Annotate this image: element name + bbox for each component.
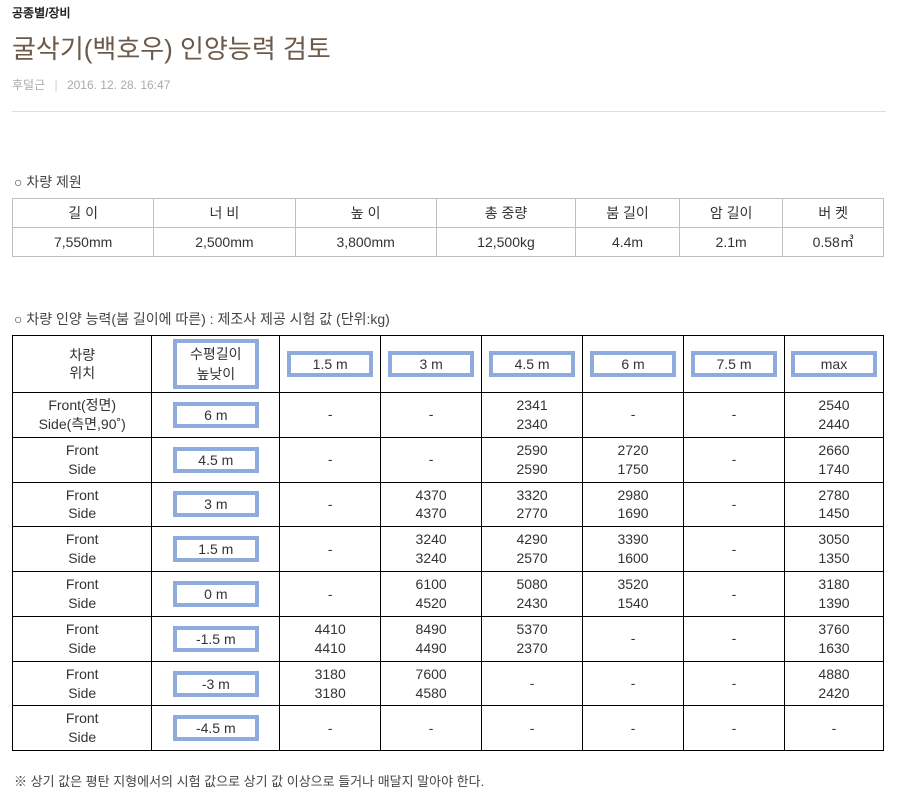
lift-value: 35201540 [583, 572, 684, 617]
spec-value: 0.58㎥ [783, 228, 884, 257]
lift-value: 25902590 [482, 437, 583, 482]
lift-value: - [684, 437, 785, 482]
lift-value: 29801690 [583, 482, 684, 527]
lift-row-position: FrontSide [13, 706, 152, 751]
lift-value: - [482, 706, 583, 751]
lift-value: - [280, 706, 381, 751]
lift-value: - [482, 661, 583, 706]
spec-table: 길 이너 비높 이총 중량붐 길이암 길이버 켓 7,550mm2,500mm3… [12, 198, 884, 257]
lift-value: 61004520 [381, 572, 482, 617]
lift-value: - [684, 393, 785, 438]
lift-value: 76004580 [381, 661, 482, 706]
lift-value: 32403240 [381, 527, 482, 572]
spec-col-header: 높 이 [295, 199, 436, 228]
lift-row-position: Front(정면)Side(측면,90˚) [13, 393, 152, 438]
lift-value: 30501350 [784, 527, 883, 572]
lift-value: 33901600 [583, 527, 684, 572]
lift-value: - [684, 572, 785, 617]
lift-col-header: 3 m [381, 336, 482, 393]
lift-row-height: 0 m [152, 572, 280, 617]
lift-value: - [684, 706, 785, 751]
lift-row-height: 3 m [152, 482, 280, 527]
timestamp: 2016. 12. 28. 16:47 [67, 78, 170, 92]
spec-value: 2,500mm [154, 228, 295, 257]
lift-row-position: FrontSide [13, 616, 152, 661]
post-meta: 후덜근 | 2016. 12. 28. 16:47 [12, 76, 886, 93]
lift-value: - [381, 706, 482, 751]
lift-value: 33202770 [482, 482, 583, 527]
lift-value: - [784, 706, 883, 751]
lift-value: 27201750 [583, 437, 684, 482]
lift-value: - [684, 616, 785, 661]
spec-col-header: 암 길이 [679, 199, 783, 228]
lift-row-position: FrontSide [13, 437, 152, 482]
lift-row-height: -1.5 m [152, 616, 280, 661]
lift-col-header: 차량위치 [13, 336, 152, 393]
lift-value: 31803180 [280, 661, 381, 706]
page-title: 굴삭기(백호우) 인양능력 검토 [12, 29, 886, 66]
spec-col-header: 버 켓 [783, 199, 884, 228]
spec-col-header: 너 비 [154, 199, 295, 228]
spec-value: 2.1m [679, 228, 783, 257]
lift-value: 27801450 [784, 482, 883, 527]
spec-col-header: 총 중량 [436, 199, 575, 228]
lift-row-height: 6 m [152, 393, 280, 438]
lift-value: - [280, 527, 381, 572]
lift-value: 26601740 [784, 437, 883, 482]
lift-table: 차량위치수평길이높낮이1.5 m3 m4.5 m6 m7.5 mmax Fron… [12, 335, 884, 751]
lift-row-height: -4.5 m [152, 706, 280, 751]
lift-value: - [381, 393, 482, 438]
lift-value: - [684, 527, 785, 572]
lift-section-label: ○ 차량 인양 능력(붐 길이에 따른) : 제조사 제공 시험 값 (단위:k… [14, 309, 886, 329]
lift-value: 50802430 [482, 572, 583, 617]
lift-col-header: max [784, 336, 883, 393]
lift-value: 43704370 [381, 482, 482, 527]
lift-value: - [280, 572, 381, 617]
lift-value: 48802420 [784, 661, 883, 706]
lift-value: 31801390 [784, 572, 883, 617]
lift-value: - [684, 482, 785, 527]
spec-value: 4.4m [576, 228, 680, 257]
lift-value: 42902570 [482, 527, 583, 572]
lift-value: 44104410 [280, 616, 381, 661]
lift-value: 53702370 [482, 616, 583, 661]
lift-value: - [583, 706, 684, 751]
lift-value: 37601630 [784, 616, 883, 661]
meta-divider: | [54, 78, 57, 92]
category-label: 공종별/장비 [12, 4, 886, 21]
lift-value: - [684, 661, 785, 706]
lift-value: - [280, 393, 381, 438]
lift-col-header: 7.5 m [684, 336, 785, 393]
lift-value: 84904490 [381, 616, 482, 661]
author: 후덜근 [12, 78, 45, 92]
lift-col-header: 수평길이높낮이 [152, 336, 280, 393]
lift-value: - [583, 661, 684, 706]
lift-row-position: FrontSide [13, 527, 152, 572]
lift-row-height: -3 m [152, 661, 280, 706]
lift-value: - [583, 616, 684, 661]
spec-col-header: 길 이 [13, 199, 154, 228]
lift-col-header: 4.5 m [482, 336, 583, 393]
lift-value: - [381, 437, 482, 482]
lift-col-header: 1.5 m [280, 336, 381, 393]
lift-value: - [280, 482, 381, 527]
lift-row-height: 1.5 m [152, 527, 280, 572]
lift-row-height: 4.5 m [152, 437, 280, 482]
lift-row-position: FrontSide [13, 661, 152, 706]
spec-value: 3,800mm [295, 228, 436, 257]
lift-row-position: FrontSide [13, 482, 152, 527]
spec-value: 7,550mm [13, 228, 154, 257]
lift-value: - [280, 437, 381, 482]
lift-value: - [583, 393, 684, 438]
spec-value: 12,500kg [436, 228, 575, 257]
lift-value: 23412340 [482, 393, 583, 438]
separator [12, 111, 886, 112]
footnote: ※ 상기 값은 평탄 지형에서의 시험 값으로 상기 값 이상으로 들거나 매달… [14, 771, 886, 790]
lift-row-position: FrontSide [13, 572, 152, 617]
lift-value: 25402440 [784, 393, 883, 438]
lift-col-header: 6 m [583, 336, 684, 393]
spec-col-header: 붐 길이 [576, 199, 680, 228]
spec-section-label: ○ 차량 제원 [14, 172, 886, 192]
